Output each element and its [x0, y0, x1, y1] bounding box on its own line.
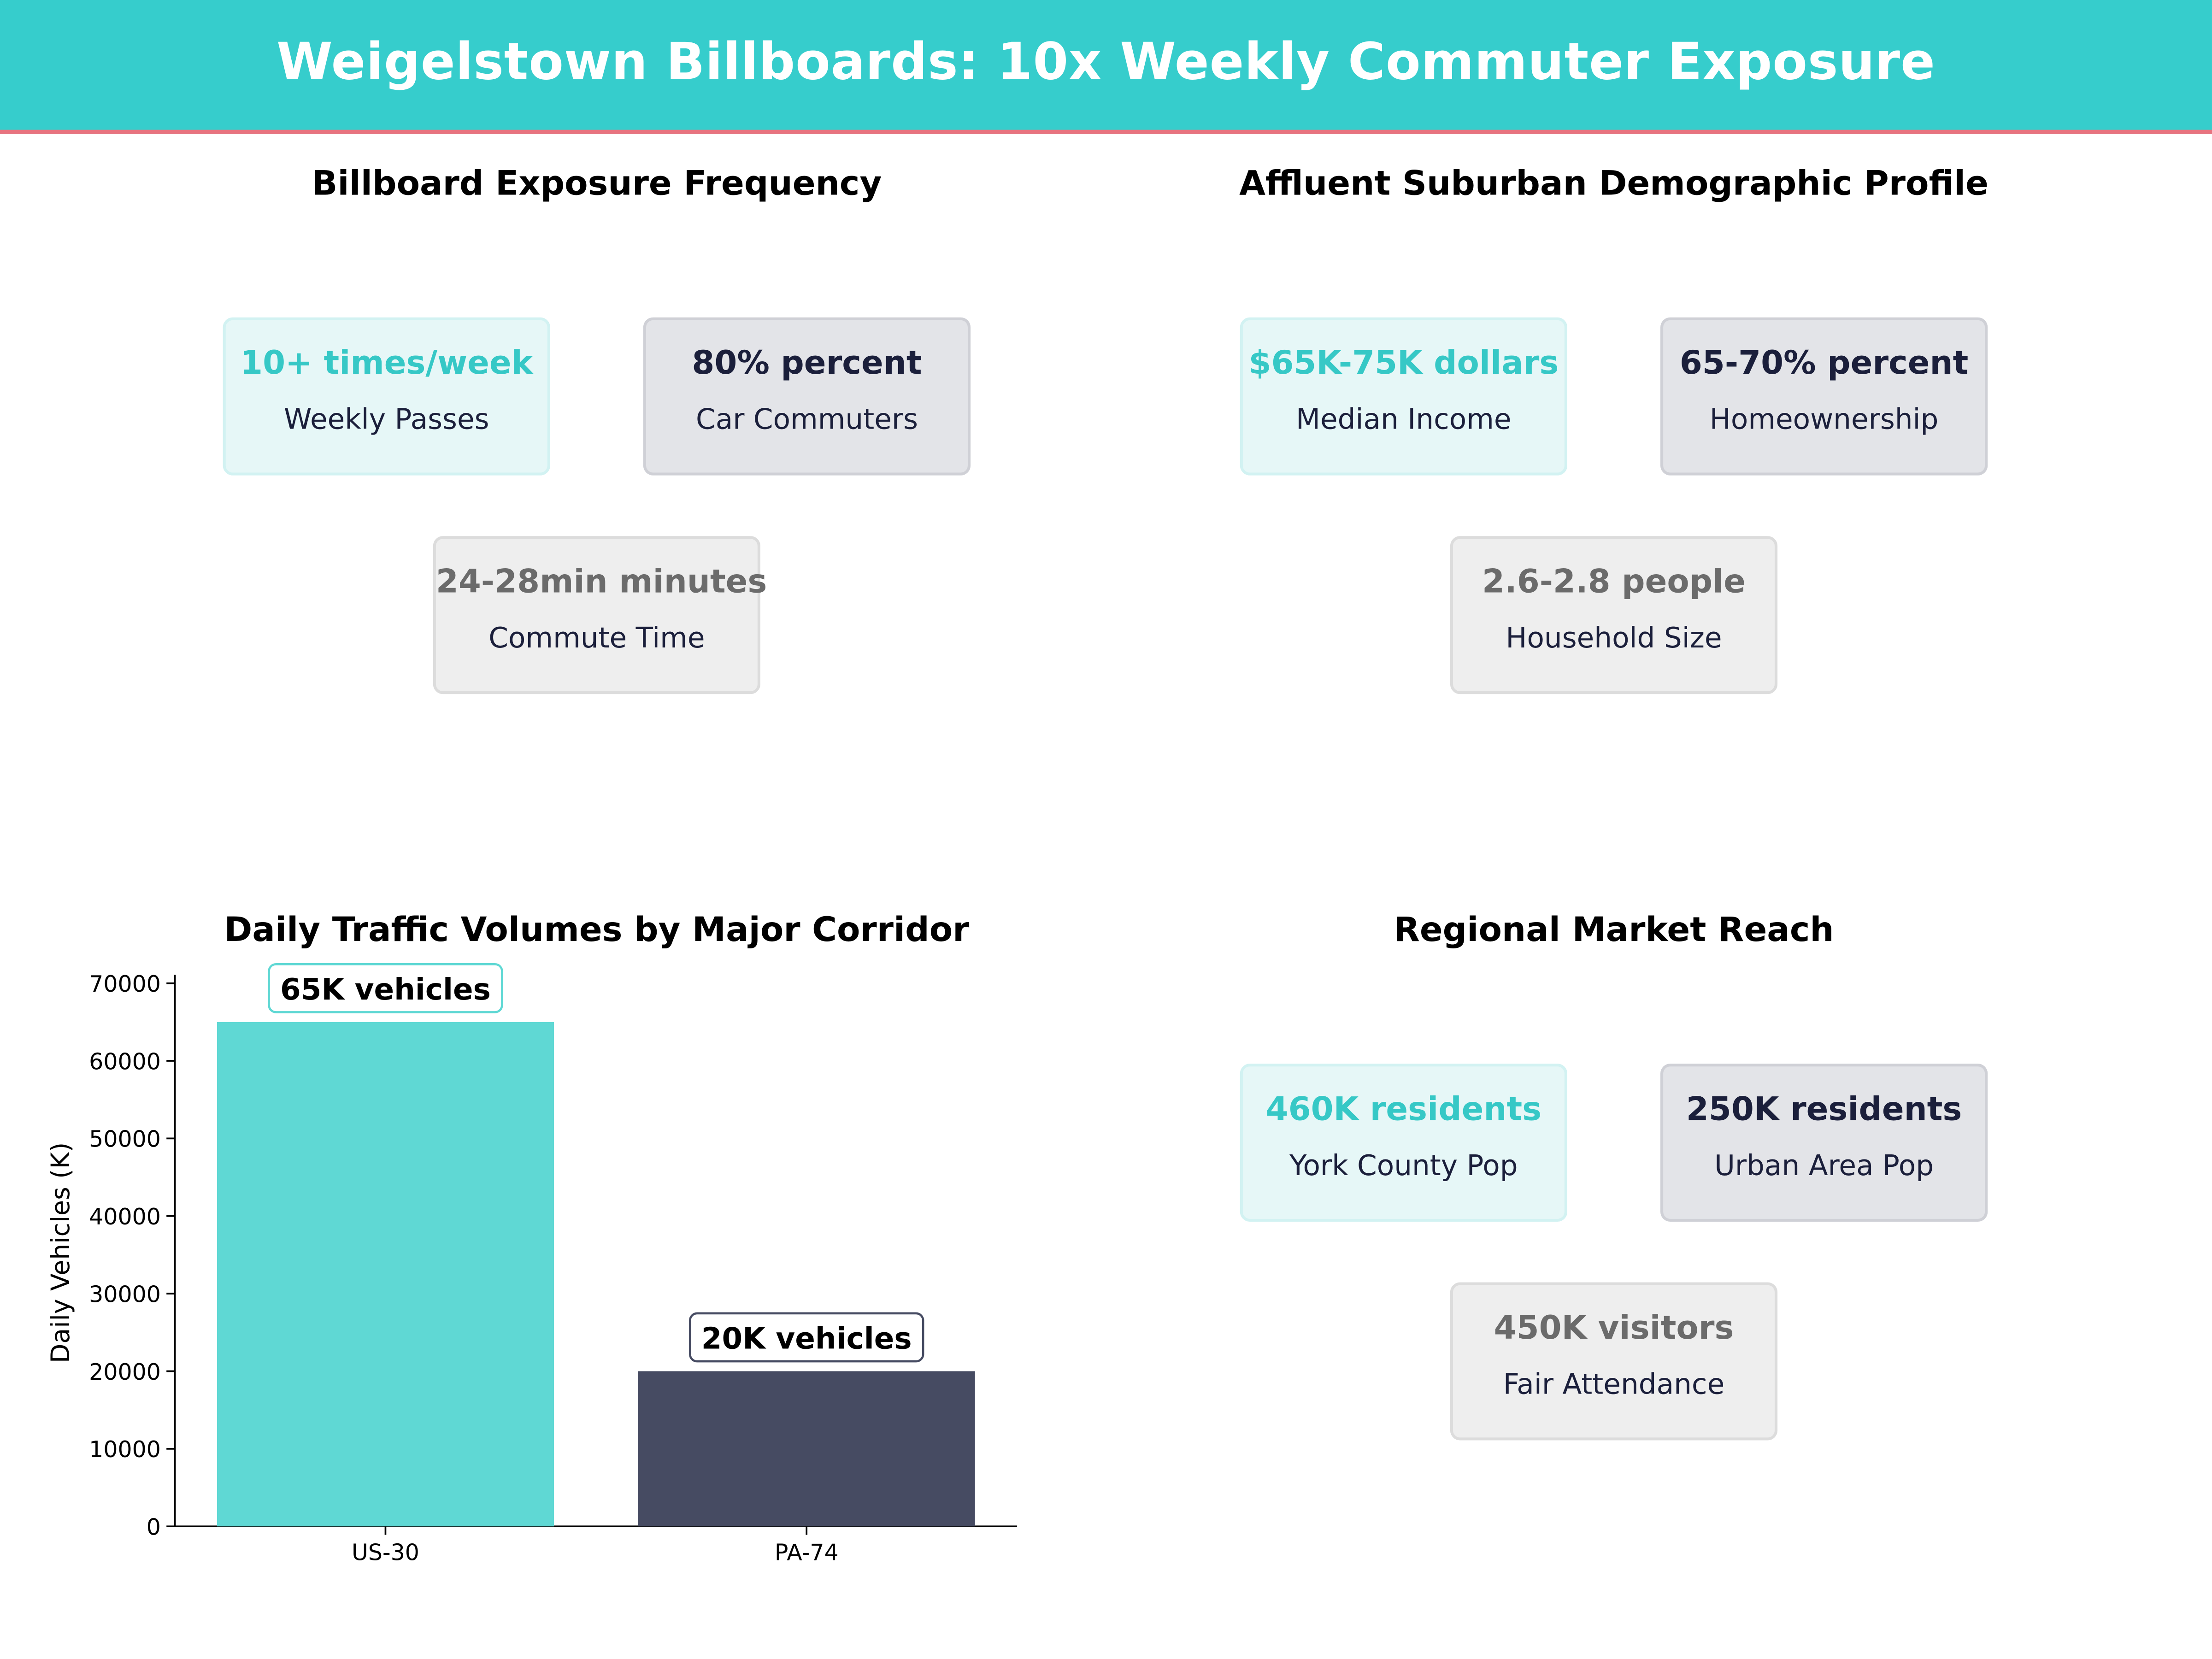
card-label: Fair Attendance — [1503, 1367, 1725, 1401]
commute-time-card: 24-28min minutes Commute Time — [433, 536, 767, 694]
y-tick-label: 70000 — [89, 971, 161, 997]
fair-attendance-card: 450K visitors Fair Attendance — [1450, 1282, 1778, 1441]
data-label: 65K vehicles — [280, 972, 491, 1007]
card-value: 24-28min minutes — [435, 564, 767, 601]
card-value: 460K residents — [1265, 1092, 1542, 1129]
card-label: Household Size — [1506, 620, 1722, 655]
card-value: 450K visitors — [1494, 1310, 1734, 1347]
exposure-panel-title: Billboard Exposure Frequency — [312, 164, 882, 203]
bar-us-30 — [217, 1022, 554, 1527]
card-value: $65K-75K dollars — [1248, 345, 1559, 382]
card-value: 10+ times/week — [240, 345, 533, 382]
data-label-box — [268, 963, 503, 1013]
card-label: Weekly Passes — [284, 402, 489, 436]
york-county-pop-card: 460K residents York County Pop — [1240, 1064, 1567, 1222]
card-label: Homeownership — [1709, 402, 1939, 436]
car-commuters-card: 80% percent Car Commuters — [643, 317, 971, 476]
demographics-panel-title: Affluent Suburban Demographic Profile — [1239, 164, 1988, 203]
data-label-box — [689, 1312, 924, 1363]
traffic-bar-chart: Daily Traffic Volumes by Major Corridor … — [46, 910, 1018, 1566]
card-label: Commute Time — [488, 620, 705, 655]
bar-pa-74 — [638, 1371, 975, 1527]
card-label: Urban Area Pop — [1714, 1148, 1934, 1182]
y-tick-label: 40000 — [89, 1204, 161, 1230]
card-value: 250K residents — [1686, 1092, 1962, 1129]
card-label: York County Pop — [1289, 1148, 1518, 1182]
y-axis-label: Daily Vehicles (K) — [46, 1142, 75, 1363]
x-tick-label: US-30 — [352, 1540, 419, 1566]
y-tick-label: 50000 — [89, 1126, 161, 1153]
card-value: 80% percent — [692, 345, 922, 382]
card-value: 2.6-2.8 people — [1482, 564, 1746, 601]
homeownership-card: 65-70% percent Homeownership — [1660, 317, 1988, 476]
urban-area-pop-card: 250K residents Urban Area Pop — [1660, 1064, 1988, 1222]
y-tick-label: 30000 — [89, 1281, 161, 1307]
y-tick-label: 20000 — [89, 1359, 161, 1385]
median-income-card: $65K-75K dollars Median Income — [1240, 317, 1567, 476]
header-banner: Weigelstown Billboards: 10x Weekly Commu… — [0, 0, 2212, 134]
reach-panel-title: Regional Market Reach — [1394, 910, 1834, 950]
y-tick-label: 0 — [147, 1514, 161, 1541]
y-tick-label: 60000 — [89, 1048, 161, 1075]
data-label: 20K vehicles — [701, 1322, 912, 1356]
x-tick-label: PA-74 — [775, 1540, 839, 1566]
y-tick-label: 10000 — [89, 1436, 161, 1463]
page-title: Weigelstown Billboards: 10x Weekly Commu… — [276, 34, 1936, 92]
chart-title: Daily Traffic Volumes by Major Corridor — [224, 910, 970, 949]
card-label: Median Income — [1296, 402, 1512, 436]
card-value: 65-70% percent — [1679, 345, 1969, 382]
card-label: Car Commuters — [696, 402, 918, 436]
weekly-passes-card: 10+ times/week Weekly Passes — [223, 317, 550, 476]
household-size-card: 2.6-2.8 people Household Size — [1450, 536, 1778, 694]
